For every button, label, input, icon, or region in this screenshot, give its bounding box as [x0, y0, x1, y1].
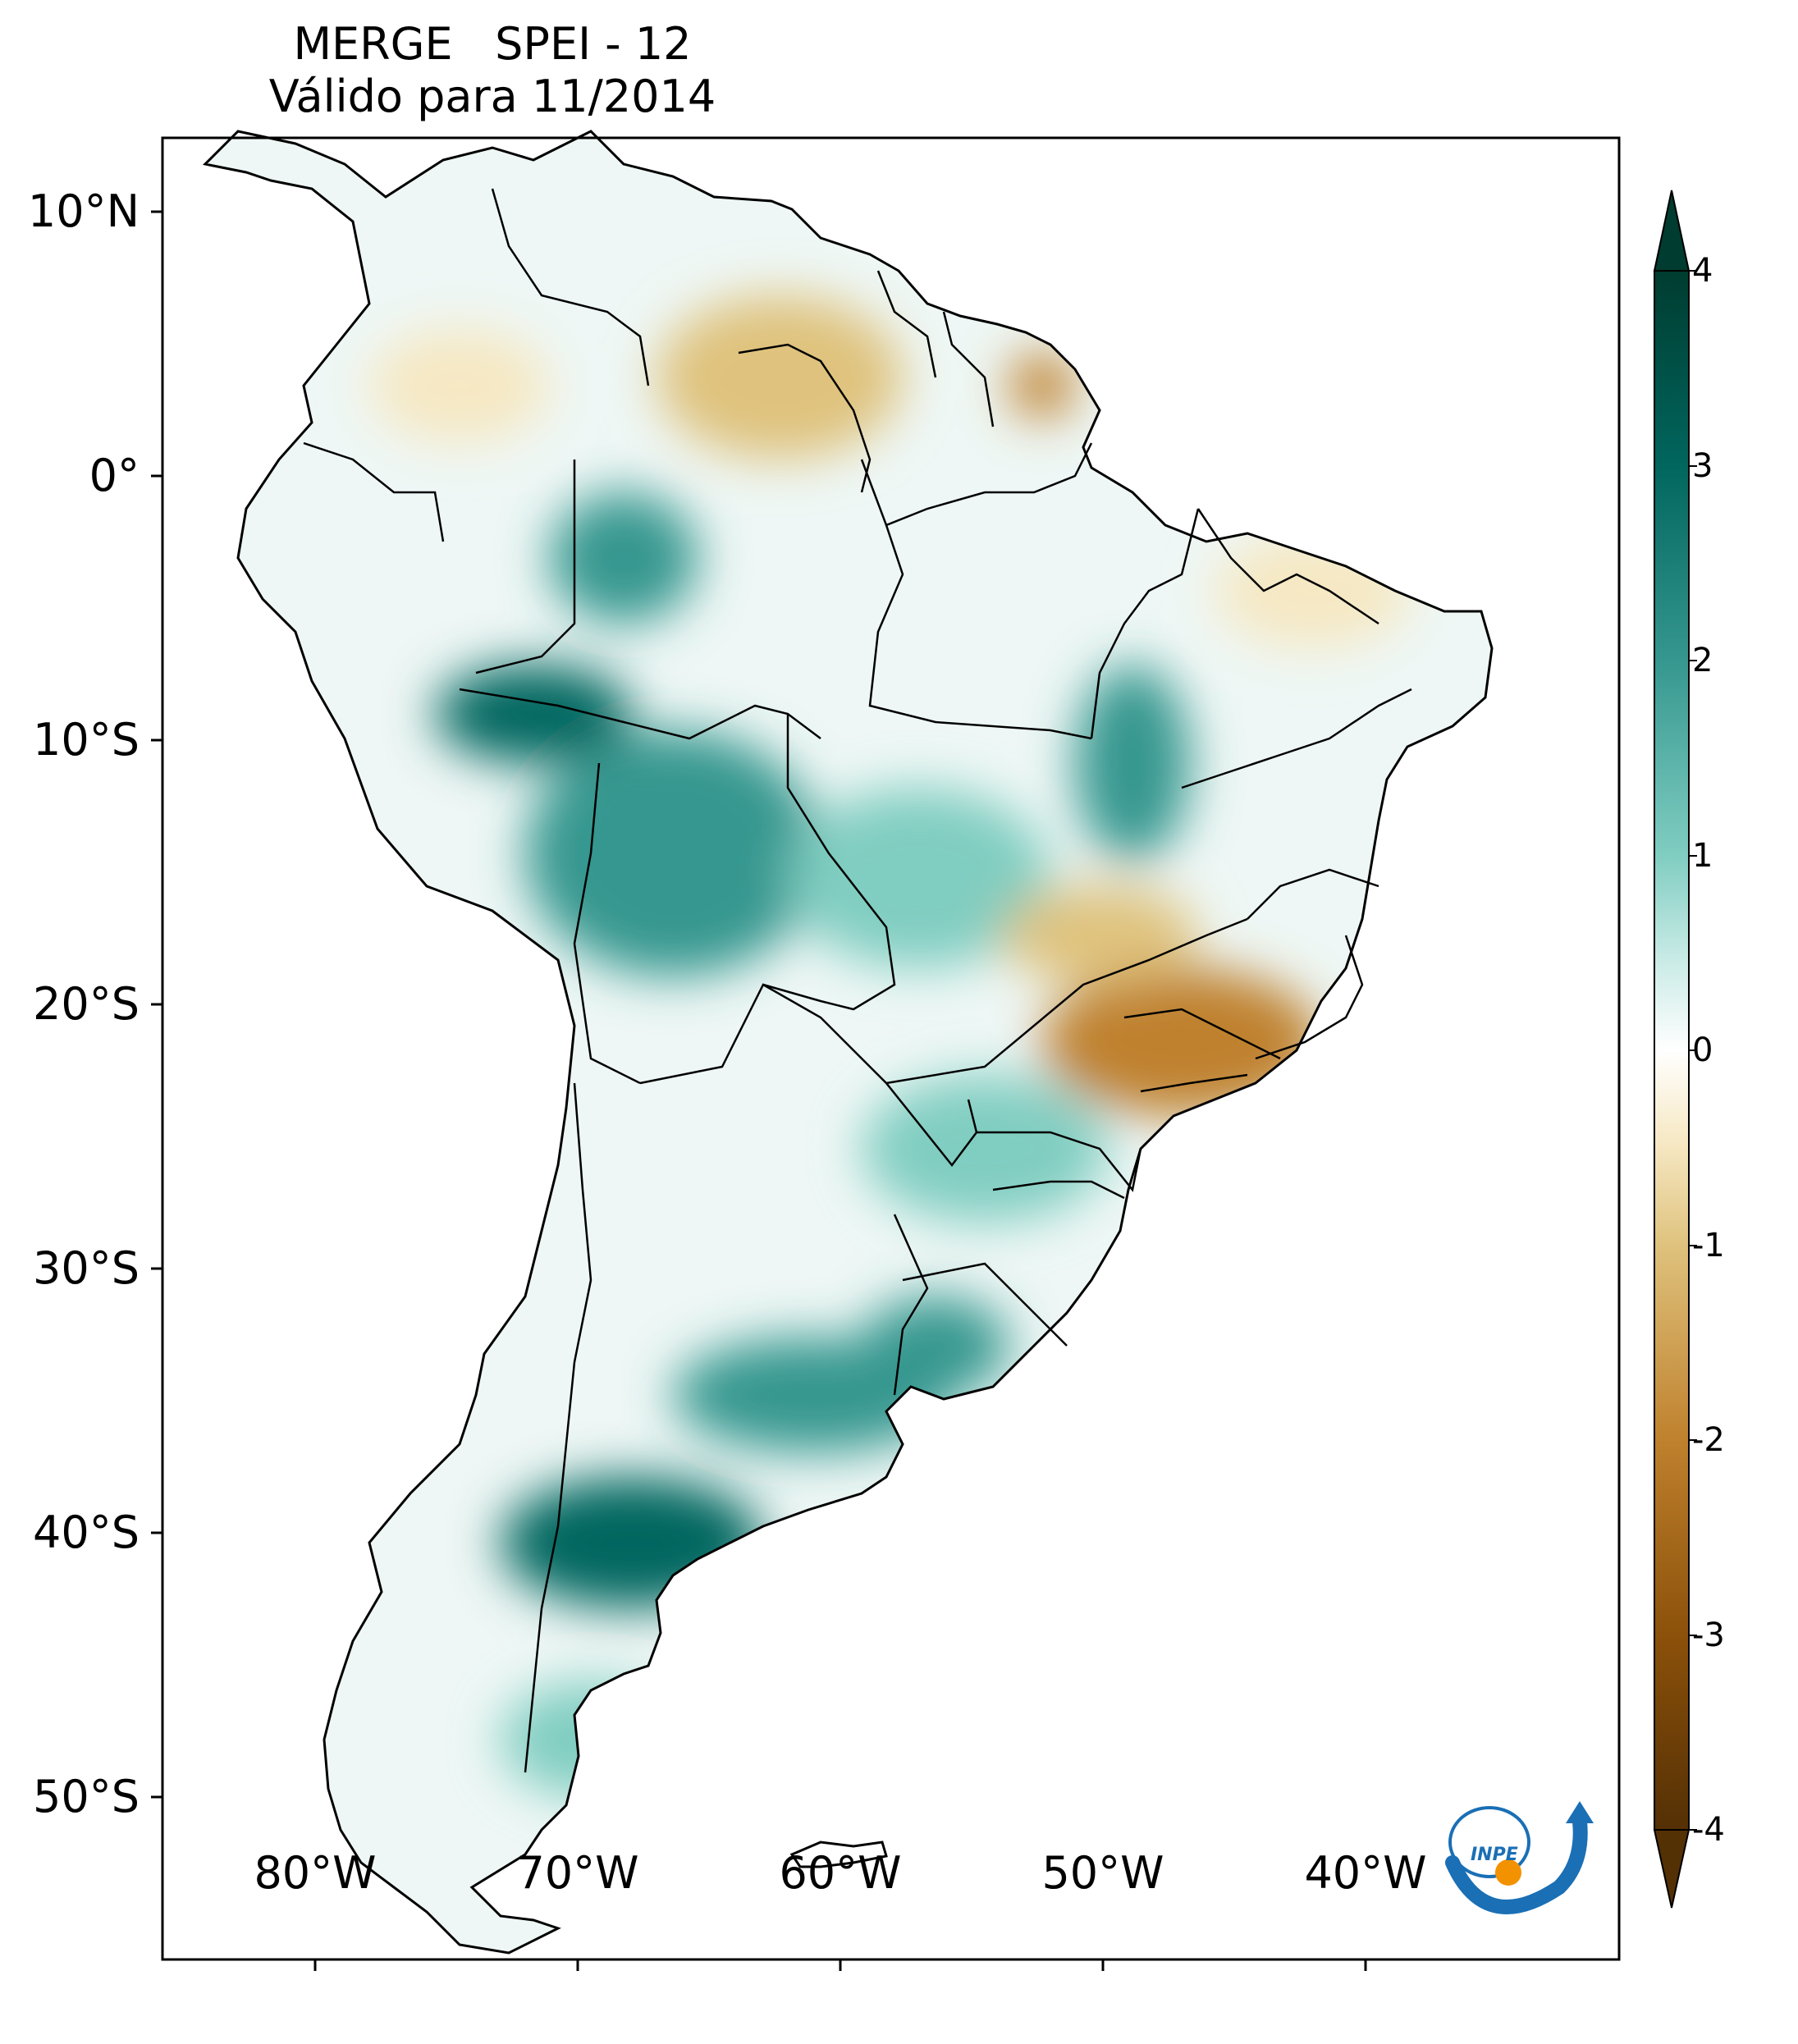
x-tick-label-80w: 80°W	[254, 1847, 377, 1899]
x-ticks	[313, 1959, 1367, 1971]
colorbar-label-3: 3	[1692, 447, 1713, 485]
x-tick-label-50w: 50°W	[1041, 1847, 1164, 1899]
colorbar-label-neg1: -1	[1692, 1227, 1725, 1264]
border-sao-paulo	[1123, 1008, 1281, 1060]
border-sao-paulo-parana	[1140, 1073, 1248, 1093]
anomaly-wet-pampas	[673, 1338, 952, 1452]
inpe-logo: INPE	[1445, 1801, 1594, 1914]
y-tick-label-10s: 10°S	[33, 714, 140, 766]
border-guyana	[876, 270, 937, 378]
logo-swoosh	[1445, 1814, 1588, 1914]
border-brazil-states-south	[885, 917, 1248, 1085]
anomaly-wet-mato-grosso	[788, 788, 1050, 968]
logo-orbit	[1448, 1806, 1530, 1878]
y-tick-label-10n: 10°N	[27, 185, 140, 237]
border-santa-catarina	[992, 1180, 1125, 1200]
border-chile-argentina	[524, 1082, 592, 1773]
colorbar-label-1: 1	[1692, 837, 1713, 875]
y-tick-label-20s: 20°S	[33, 978, 140, 1030]
border-suriname	[942, 311, 995, 428]
title-line-1: MERGE SPEI - 12	[293, 18, 692, 70]
anomaly-dry-venezuela-guyana	[657, 295, 903, 460]
anomaly-dry-southeast-brazil	[1042, 968, 1321, 1116]
x-tick-label-60w: 60°W	[779, 1847, 902, 1899]
colorbar-label-4: 4	[1692, 252, 1713, 290]
border-para-mato-grosso	[868, 524, 1092, 740]
border-ecuador-peru	[303, 441, 445, 542]
falkland-islands	[789, 1841, 888, 1868]
border-guianas-brazil	[860, 442, 1093, 527]
anomaly-wet-tocantins	[1075, 665, 1190, 862]
anomaly-wet-acre-rondonia	[435, 665, 632, 763]
anomaly-dry-minas-gerais	[1001, 886, 1198, 985]
y-tick-label-30s: 30°S	[33, 1242, 140, 1294]
political-borders	[303, 188, 1412, 1773]
border-espirito-santo-rio	[1255, 935, 1364, 1060]
colorbar-label-neg4: -4	[1692, 1811, 1725, 1849]
y-tick-label-0: 0°	[89, 450, 140, 501]
colorbar	[1653, 190, 1697, 1909]
colorbar-ticks	[1689, 270, 1697, 1831]
logo-text: INPE	[1471, 1845, 1518, 1865]
border-parana	[977, 1131, 1142, 1192]
anomaly-dry-amapa	[1009, 353, 1075, 418]
border-venezuela-brazil	[738, 343, 872, 493]
border-peru-bolivia-chile	[573, 762, 641, 1085]
colorbar-label-neg3: -3	[1692, 1616, 1725, 1654]
border-minas-bahia	[1247, 868, 1379, 920]
map-title: MERGE SPEI - 12 Válido para 11/2014	[0, 18, 985, 123]
x-tick-label-70w: 70°W	[516, 1847, 639, 1899]
title-line-2: Válido para 11/2014	[268, 71, 716, 122]
y-ticks	[151, 210, 162, 1799]
border-maranhao-piaui	[1196, 508, 1379, 625]
x-tick-label-40w: 40°W	[1304, 1847, 1427, 1899]
border-paraguay	[639, 983, 978, 1168]
colorbar-extend-max	[1653, 190, 1690, 272]
anomaly-dry-colombia	[369, 328, 550, 443]
border-colombia-brazil	[475, 460, 576, 674]
axes-frame	[161, 136, 1621, 1961]
anomaly-wet-paraguay-south-brazil	[862, 1075, 1108, 1223]
colorbar-extend-min	[1653, 1829, 1690, 1909]
y-tick-label-50s: 50°S	[33, 1771, 140, 1822]
colorbar-label-0: 0	[1692, 1031, 1713, 1069]
anomaly-wet-amazon-west	[550, 492, 698, 624]
colorbar-gradient	[1654, 270, 1690, 1831]
border-uruguay-brazil	[902, 1262, 1068, 1347]
border-colombia-venezuela	[491, 188, 650, 386]
border-bahia	[1181, 688, 1412, 789]
border-argentina-uruguay	[893, 1214, 929, 1396]
border-bolivia-brazil	[762, 714, 896, 1011]
colorbar-label-2: 2	[1692, 642, 1713, 679]
logo-arrow	[1566, 1801, 1594, 1823]
y-tick-label-40s: 40°S	[33, 1507, 140, 1558]
border-tocantins	[1090, 508, 1200, 739]
anomaly-wet-bolivia	[525, 730, 821, 976]
colorbar-label-neg2: -2	[1692, 1421, 1725, 1459]
logo-sun	[1495, 1859, 1521, 1886]
